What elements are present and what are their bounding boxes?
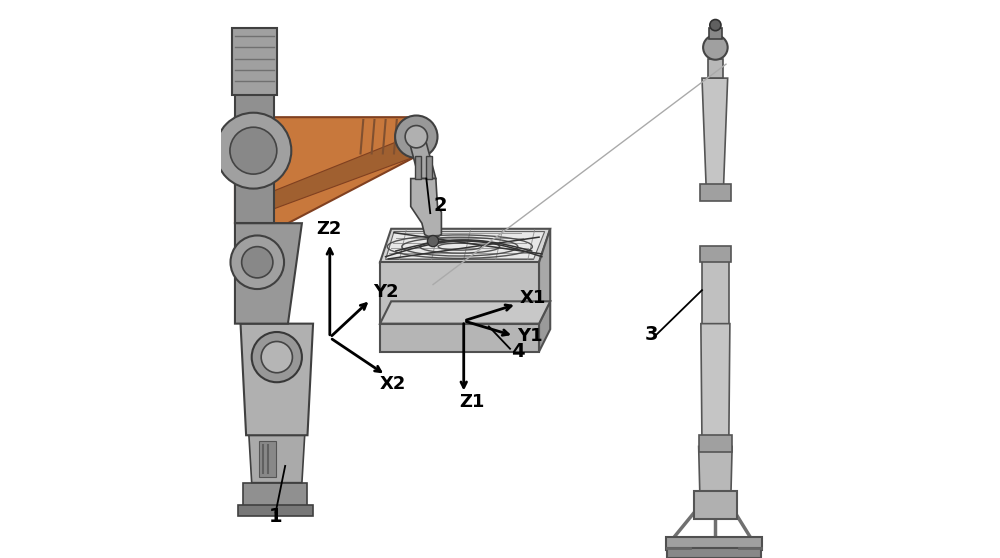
Polygon shape [539, 301, 550, 352]
Text: Y2: Y2 [373, 283, 399, 301]
Text: 1: 1 [268, 507, 282, 526]
Circle shape [405, 126, 427, 148]
Text: 2: 2 [433, 196, 447, 215]
Polygon shape [702, 78, 728, 195]
Circle shape [230, 127, 277, 174]
Polygon shape [235, 117, 416, 223]
Text: 3: 3 [645, 325, 659, 344]
Circle shape [230, 235, 284, 289]
Polygon shape [702, 257, 729, 324]
Polygon shape [426, 156, 432, 179]
Polygon shape [699, 435, 732, 452]
Polygon shape [415, 156, 421, 179]
Polygon shape [380, 301, 550, 324]
Polygon shape [249, 435, 305, 483]
Text: X1: X1 [520, 289, 546, 307]
Polygon shape [386, 232, 545, 259]
Circle shape [710, 20, 721, 31]
Text: X2: X2 [380, 375, 406, 393]
Polygon shape [232, 28, 277, 95]
Text: Z1: Z1 [459, 393, 485, 411]
Polygon shape [708, 59, 723, 78]
Circle shape [261, 341, 292, 373]
Polygon shape [539, 229, 550, 324]
Polygon shape [243, 483, 307, 513]
Polygon shape [235, 223, 302, 324]
Polygon shape [701, 324, 730, 446]
Polygon shape [380, 324, 539, 352]
Polygon shape [700, 184, 731, 201]
Polygon shape [666, 537, 762, 550]
Polygon shape [238, 505, 313, 516]
Circle shape [427, 235, 439, 247]
Polygon shape [408, 137, 436, 179]
Circle shape [703, 35, 728, 60]
Polygon shape [411, 179, 441, 240]
Polygon shape [700, 246, 731, 262]
Text: 4: 4 [511, 342, 525, 361]
Polygon shape [699, 446, 732, 491]
Circle shape [252, 332, 302, 382]
Polygon shape [235, 134, 416, 223]
Text: Y1: Y1 [517, 328, 542, 345]
Polygon shape [709, 28, 722, 39]
Polygon shape [259, 441, 276, 477]
Circle shape [242, 247, 273, 278]
Polygon shape [694, 491, 737, 519]
Polygon shape [241, 324, 313, 435]
Polygon shape [235, 78, 274, 223]
Polygon shape [380, 262, 539, 324]
Text: Z2: Z2 [316, 220, 341, 238]
Circle shape [215, 113, 291, 189]
Polygon shape [667, 548, 761, 558]
Polygon shape [380, 229, 550, 262]
Circle shape [395, 116, 438, 158]
